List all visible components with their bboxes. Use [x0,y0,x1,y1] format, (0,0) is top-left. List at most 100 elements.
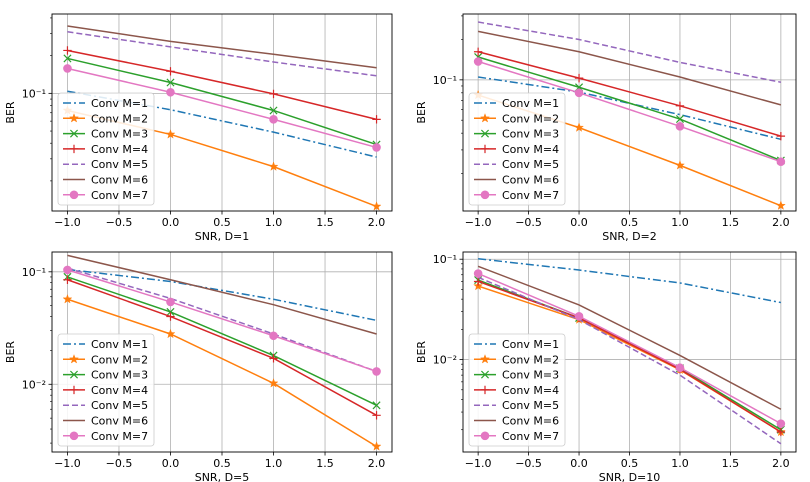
data-point-m2 [62,294,73,304]
series-group [62,254,382,451]
legend-label-m1: Conv M=1 [91,97,148,110]
legend-label-m5: Conv M=5 [91,399,148,412]
legend-label-m2: Conv M=2 [502,112,559,125]
data-point-m4 [269,89,278,99]
legend-marker-m3 [480,129,490,138]
legend-label-m2: Conv M=2 [502,353,559,366]
y-axis-label: BER [4,341,17,363]
data-point-m7 [776,419,786,428]
legend-label-m5: Conv M=5 [91,158,148,171]
legend-label-m3: Conv M=3 [91,369,148,382]
series-line-m3 [67,276,377,407]
subplot-3: −1.0 −0.5 0.0 0.5 1.0 1.5 2.0 10⁻¹ 10⁻² SNR, D=5 B… [4,251,393,482]
legend-label-m4: Conv M=4 [91,384,148,397]
data-point-m3 [63,54,72,63]
legend-label-m1: Conv M=1 [502,338,559,351]
series-line-m4 [67,49,377,121]
data-point-m7 [574,311,584,321]
series-line-m3 [477,56,782,162]
data-point-m2 [775,200,786,210]
series-line-m7 [67,67,377,149]
legend: Conv M=1 Conv M=2 Conv M=3 Conv M=4 Conv M=5… [57,333,155,447]
series-line-m5 [67,31,377,77]
data-point-m2 [165,328,176,339]
x-tick-label: 0.5 [213,457,231,470]
legend-label-m7: Conv M=7 [91,430,148,443]
data-point-m2 [268,378,279,388]
y-tick-label: 10⁻¹ [433,74,457,87]
legend: Conv M=1 Conv M=2 Conv M=3 Conv M=4 Conv M=5… [468,92,566,206]
legend-label-m6: Conv M=6 [502,174,559,187]
data-point-m4 [269,354,278,363]
legend-box [468,92,566,206]
data-point-m7 [63,265,72,275]
data-point-m7 [372,367,381,376]
legend-label-m6: Conv M=6 [91,415,148,428]
x-tick-label: 0.0 [570,457,588,470]
data-point-m7 [473,57,483,66]
y-tick-label: 10⁻² [433,354,457,367]
data-point-m2 [574,122,584,132]
x-tick-label: 2.0 [368,457,386,470]
y-tick-label: 10⁻¹ [433,253,457,266]
series-line-m7 [477,272,782,425]
axes-frame [51,13,393,212]
series-line-m4 [477,280,782,433]
x-axis-label: SNR, D=2 [602,230,657,243]
series-line-m6 [67,25,377,69]
data-point-m7 [63,64,72,73]
data-point-m7 [166,297,175,307]
data-point-m4 [63,46,72,55]
series-line-m3 [67,57,377,146]
x-tick-label: 2.0 [368,216,386,229]
data-point-m4 [776,427,786,437]
legend-marker-m7 [69,190,79,200]
x-axis-label: SNR, D=10 [599,471,661,482]
legend-label-m7: Conv M=7 [502,430,559,443]
x-tick-label: 0.5 [621,216,639,229]
legend-marker-m7 [69,431,79,441]
legend-label-m2: Conv M=2 [91,353,148,366]
data-point-m7 [372,143,381,152]
data-point-m2 [371,201,382,211]
data-point-m7 [776,157,786,166]
y-axis-label: BER [415,341,428,363]
x-tick-label: −0.5 [106,457,133,470]
series-line-m6 [67,254,377,335]
legend-box [57,333,155,447]
x-tick-label: 1.5 [722,457,740,470]
legend-marker-m7 [480,190,490,200]
series-line-m1 [67,268,377,322]
series-line-m1 [478,258,782,304]
legend-marker-m3 [480,370,490,379]
data-point-m4 [166,67,175,76]
data-point-m4 [675,101,685,111]
data-point-m2 [371,441,382,451]
series-line-m1 [478,76,782,141]
x-axis-label: SNR, D=5 [195,471,250,482]
legend-label-m4: Conv M=4 [91,143,148,156]
data-point-m3 [269,106,278,115]
data-point-m4 [372,115,381,124]
data-point-m4 [473,47,483,56]
x-tick-label: 0.5 [621,457,639,470]
legend-label-m4: Conv M=4 [502,143,559,156]
series-group [473,21,786,210]
data-point-m2 [675,160,685,170]
series-line-m6 [477,30,782,106]
legend-label-m5: Conv M=5 [502,399,559,412]
y-tick-label: 10⁻² [22,378,46,391]
x-tick-label: −1.0 [465,216,492,229]
legend-marker-m2 [480,113,490,123]
series-group [473,258,786,445]
data-point-m2 [165,129,176,139]
series-line-m6 [477,265,782,410]
data-point-m3 [372,401,381,410]
legend-label-m1: Conv M=1 [91,338,148,351]
subplot-2: −1.0 −0.5 0.0 0.5 1.0 1.5 2.0 10⁻¹ SNR, D=2 BER Co… [415,13,797,243]
data-point-m7 [675,122,685,131]
legend-label-m3: Conv M=3 [502,128,559,141]
data-point-m4 [166,312,175,321]
legend: Conv M=1 Conv M=2 Conv M=3 Conv M=4 Conv M=5… [468,333,566,447]
x-tick-label: 1.0 [671,457,689,470]
